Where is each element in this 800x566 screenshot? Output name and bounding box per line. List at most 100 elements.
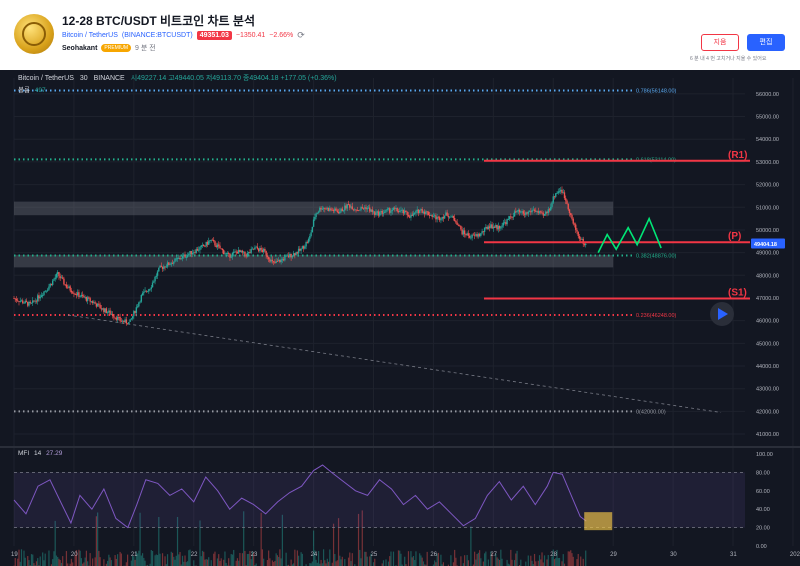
candle-body: [573, 223, 576, 225]
candle-body: [450, 216, 452, 218]
candle-body: [254, 247, 256, 250]
play-button[interactable]: [710, 302, 734, 326]
candle-body: [401, 209, 403, 211]
candle-body: [17, 300, 19, 302]
candle-body: [164, 266, 166, 268]
candle-body: [345, 205, 347, 209]
candle-body: [500, 227, 502, 229]
price-chart[interactable]: 0.786(56148.00)0.618(53114.00)0.382(4887…: [0, 70, 800, 566]
candle-body: [335, 208, 337, 211]
volume-bar: [165, 564, 167, 566]
candle-body: [324, 208, 326, 209]
candle-body: [25, 300, 28, 302]
candle-body: [259, 248, 261, 252]
volume-bar: [441, 564, 443, 566]
volume-bar: [230, 554, 232, 566]
candle-body: [442, 216, 445, 219]
candle-body: [496, 225, 498, 230]
volume-bar: [372, 562, 375, 566]
candle-body: [71, 292, 74, 294]
candle-body: [585, 243, 587, 245]
volume-bar: [485, 551, 487, 566]
symbol-name-link[interactable]: Bitcoin / TetherUS: [62, 32, 118, 39]
candle-body: [138, 302, 140, 307]
last-price-label: 49404.18: [754, 242, 777, 248]
candle-body: [90, 301, 93, 302]
candle-body: [244, 251, 246, 255]
mfi-y-tick-label: 40.00: [756, 507, 770, 513]
candle-body: [85, 297, 88, 301]
candle-body: [488, 226, 491, 228]
candle-body: [538, 211, 541, 213]
y-tick-label: 45000.00: [756, 341, 779, 347]
volume-bar: [515, 553, 517, 566]
volume-bar: [114, 555, 116, 566]
volume-bar: [525, 561, 527, 566]
candle-body: [311, 226, 314, 233]
volume-bar: [57, 557, 59, 566]
volume-bar: [500, 549, 502, 566]
exchange-link[interactable]: (BINANCE:BTCUSDT): [121, 32, 193, 39]
volume-bar: [527, 555, 529, 566]
candle-body: [528, 211, 531, 213]
volume-bar: [60, 562, 63, 566]
volume-bar: [570, 550, 572, 566]
candle-body: [208, 241, 210, 245]
author-name-link[interactable]: Seohakant: [62, 44, 98, 52]
candle-body: [83, 295, 85, 298]
candle-body: [160, 265, 162, 267]
candle-body: [289, 253, 291, 258]
volume-bar: [92, 558, 94, 566]
candle-body: [194, 252, 196, 254]
candle-body: [86, 297, 89, 301]
candle-body: [405, 210, 407, 213]
candle-body: [543, 213, 546, 216]
candle-body: [431, 215, 433, 217]
volume-bar: [568, 551, 571, 566]
volume-bar: [411, 557, 413, 566]
pivot-level-label: (R1): [728, 150, 747, 161]
volume-bar: [244, 550, 246, 566]
candle-body: [428, 215, 431, 216]
volume-bar: [80, 558, 83, 566]
candle-body: [414, 212, 416, 214]
delete-button[interactable]: 지움: [701, 34, 739, 51]
candle-body: [13, 297, 15, 299]
volume-bar: [480, 558, 482, 566]
volume-bar: [23, 550, 25, 566]
volume-bar: [332, 523, 335, 566]
candle-body: [485, 226, 487, 228]
candle-body: [265, 250, 267, 256]
candle-body: [203, 244, 205, 247]
candle-body: [550, 206, 552, 211]
candle-body: [56, 272, 59, 274]
candle-body: [461, 229, 463, 235]
candle-body: [553, 196, 556, 198]
candle-body: [43, 291, 45, 296]
volume-bar: [85, 550, 88, 566]
candle-body: [483, 227, 486, 232]
volume-bar: [462, 563, 464, 566]
volume-bar: [317, 551, 320, 566]
candle-body: [226, 253, 229, 254]
volume-bar: [543, 555, 546, 566]
volume-bar: [246, 553, 249, 566]
candle-body: [163, 266, 165, 269]
candle-body: [211, 239, 214, 241]
candle-body: [427, 212, 430, 216]
candle-body: [430, 215, 432, 216]
candle-body: [257, 248, 260, 252]
candle-body: [330, 208, 332, 210]
candle-body: [91, 301, 94, 303]
chart-panel[interactable]: 0.786(56148.00)0.618(53114.00)0.382(4887…: [0, 70, 800, 566]
volume-bar: [562, 554, 564, 566]
volume-bar: [518, 564, 521, 566]
candle-body: [541, 212, 543, 214]
candle-body: [512, 216, 515, 218]
alert-icon[interactable]: ⟳: [297, 30, 305, 40]
candle-body: [45, 290, 48, 292]
candle-body: [447, 215, 450, 218]
edit-button[interactable]: 편집: [747, 34, 785, 51]
volume-bar: [281, 514, 283, 566]
